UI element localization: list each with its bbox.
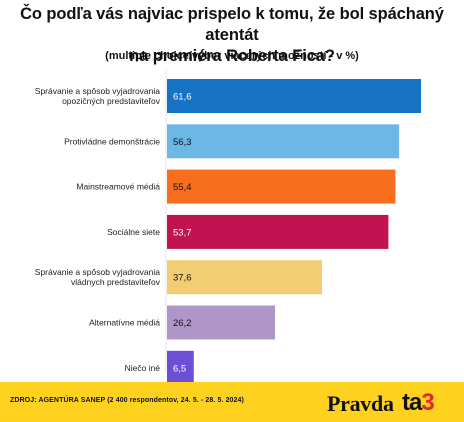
bar: [167, 350, 194, 382]
bar-value-label: 56,3: [173, 137, 192, 148]
chart-title: Čo podľa vás najviac prispelo k tomu, že…: [0, 4, 464, 67]
category-label: Správanie a spôsob vyjadrovania opozičnýc…: [35, 86, 161, 106]
bar-value-label: 61,6: [173, 92, 192, 103]
bar: [167, 214, 389, 249]
ta3-logo-suffix: 3: [421, 389, 434, 416]
bar: [167, 305, 276, 340]
category-label: Alternatívne médiá: [89, 318, 160, 328]
chart-subtitle: (multiple choice/výber viacerých možnost…: [105, 50, 359, 62]
category-label: Mainstreamové médiá: [76, 182, 160, 192]
category-label: Správanie a spôsob vyjadrovania vládnych …: [35, 267, 161, 287]
bar: [167, 79, 421, 113]
bar-value-label: 26,2: [173, 318, 192, 329]
pravda-logo: Pravda: [327, 391, 394, 416]
bar-value-label: 53,7: [173, 227, 192, 238]
chart-title-line-2: na premiéra Roberta Fica?: [129, 47, 335, 65]
bar-chart: 61,6 Správanie a spôsob vyjadrovania opozi…: [35, 70, 421, 382]
category-label: Niečo iné: [125, 363, 161, 373]
category-label: Protivládne demonštrácie: [64, 136, 160, 146]
bar: [167, 169, 396, 204]
bar: [167, 124, 400, 159]
bar-value-label: 55,4: [173, 182, 192, 193]
source-note: ZDROJ: AGENTÚRA SANEP (2 400 respondento…: [10, 397, 244, 404]
ta3-logo-prefix: ta: [402, 389, 422, 416]
category-label: Sociálne siete: [107, 227, 160, 237]
chart-title-line-1: Čo podľa vás najviac prispelo k tomu, že…: [20, 5, 444, 44]
bar-value-label: 6,5: [173, 363, 186, 374]
bar-value-label: 37,6: [173, 273, 192, 284]
bar: [167, 260, 323, 295]
footer-bar: ZDROJ: AGENTÚRA SANEP (2 400 respondento…: [0, 382, 464, 422]
ta3-logo: ta3: [402, 389, 435, 417]
